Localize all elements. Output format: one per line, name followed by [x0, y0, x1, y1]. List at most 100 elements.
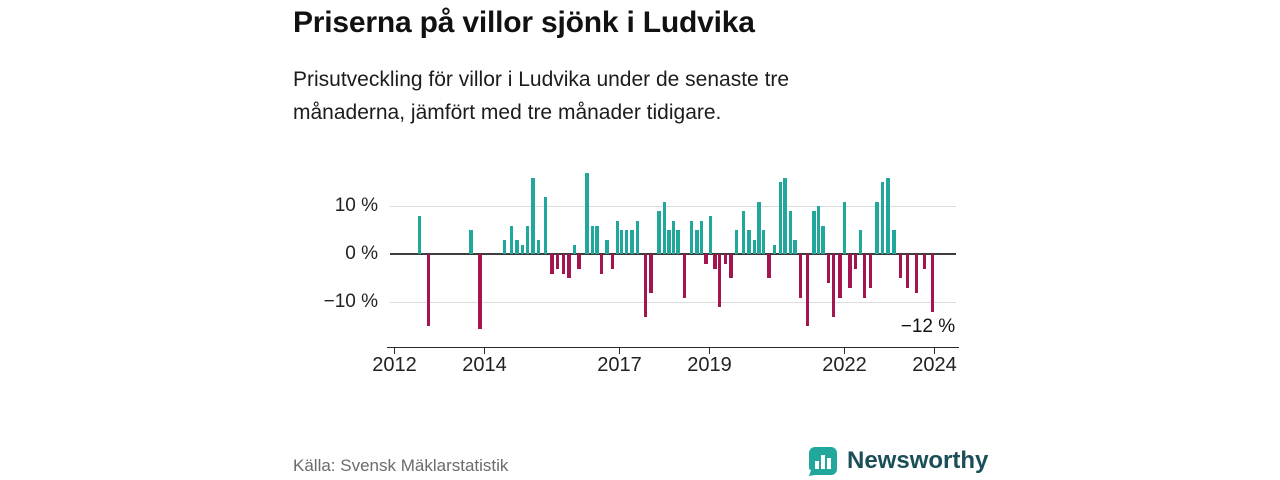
bar	[729, 254, 733, 279]
bar	[752, 240, 757, 255]
bar	[826, 254, 830, 284]
bar	[881, 182, 885, 255]
bar	[662, 201, 667, 255]
bar	[550, 254, 554, 274]
source-note: Källa: Svensk Mäklarstatistik	[293, 456, 509, 475]
bar	[599, 254, 604, 274]
bar	[572, 244, 577, 255]
newsworthy-icon	[808, 446, 838, 476]
bar	[515, 240, 519, 255]
x-tick-label: 2022	[822, 354, 867, 376]
x-tick-mark	[393, 348, 396, 354]
bar	[832, 254, 836, 317]
bar	[555, 254, 560, 269]
bar	[676, 230, 680, 255]
brand-name: Newsworthy	[847, 447, 989, 474]
y-tick-label: −10 %	[323, 291, 378, 313]
bar	[478, 254, 482, 329]
bar	[509, 225, 514, 255]
bar	[773, 244, 777, 255]
y-tick-label: 0 %	[345, 243, 378, 265]
bar	[683, 254, 687, 298]
plot-area: −12 %	[387, 168, 959, 354]
bar	[723, 254, 727, 264]
bar	[798, 254, 803, 298]
zero-line	[390, 253, 956, 256]
bar	[788, 211, 793, 255]
bar	[590, 225, 595, 255]
bar	[892, 230, 896, 255]
chart-subtitle: Prisutveckling för villor i Ludvika unde…	[293, 68, 790, 124]
x-tick-label: 2012	[372, 354, 417, 376]
bar	[624, 230, 628, 255]
bar	[838, 254, 842, 298]
last-value-annotation: −12 %	[900, 315, 956, 337]
bar	[757, 201, 761, 255]
bar	[858, 230, 862, 255]
x-tick-mark	[708, 348, 711, 354]
bar	[469, 230, 473, 255]
bar	[793, 240, 797, 255]
x-axis-line	[387, 346, 959, 348]
bar	[531, 177, 535, 255]
x-tick-label: 2019	[687, 354, 732, 376]
bar	[595, 225, 599, 255]
bar	[930, 254, 934, 312]
bar	[577, 254, 581, 269]
bar	[426, 254, 430, 327]
x-axis-labels: 2012 2014 2017 2019 2022 2024	[372, 354, 957, 380]
bar	[689, 220, 694, 255]
bar	[854, 254, 858, 269]
bar	[525, 225, 529, 255]
bar	[585, 172, 589, 255]
x-tick-label: 2014	[462, 354, 507, 376]
bar	[695, 230, 699, 255]
y-axis-labels: 10 % 0 % −10 %	[290, 168, 378, 348]
bar	[561, 254, 565, 274]
bar	[783, 177, 787, 255]
bar	[521, 244, 525, 255]
bar	[734, 230, 739, 255]
bar	[741, 211, 745, 255]
bar	[667, 230, 671, 255]
brand-logo: Newsworthy	[808, 446, 988, 476]
bar	[899, 254, 903, 279]
bar	[821, 225, 825, 255]
gridline	[390, 302, 956, 304]
bar	[605, 240, 609, 255]
bar	[417, 216, 421, 255]
y-tick-label: 10 %	[334, 195, 378, 217]
bar	[657, 211, 661, 255]
bar	[611, 254, 615, 269]
bar	[503, 240, 507, 255]
bar	[699, 220, 704, 255]
bar	[778, 182, 783, 255]
bar	[671, 220, 676, 255]
bar	[868, 254, 873, 288]
bar	[805, 254, 810, 327]
x-tick-label: 2017	[597, 354, 642, 376]
bar	[922, 254, 927, 269]
bar	[761, 230, 766, 255]
bar	[812, 211, 816, 255]
page-title: Priserna på villor sjönk i Ludvika	[293, 6, 755, 39]
bar	[620, 230, 624, 255]
x-tick-label: 2024	[912, 354, 957, 376]
bar	[536, 240, 541, 255]
bar	[875, 201, 879, 255]
bar	[630, 230, 634, 255]
bar	[767, 254, 771, 279]
bar	[914, 254, 919, 293]
bar	[543, 196, 547, 255]
bar	[886, 177, 890, 255]
bar	[708, 216, 713, 255]
gridline	[390, 206, 956, 208]
bar	[643, 254, 648, 317]
bar	[717, 254, 722, 308]
bar	[842, 201, 847, 255]
x-tick-mark	[933, 348, 936, 354]
x-tick-mark	[618, 348, 621, 354]
bar	[567, 254, 571, 279]
bar	[635, 220, 640, 255]
